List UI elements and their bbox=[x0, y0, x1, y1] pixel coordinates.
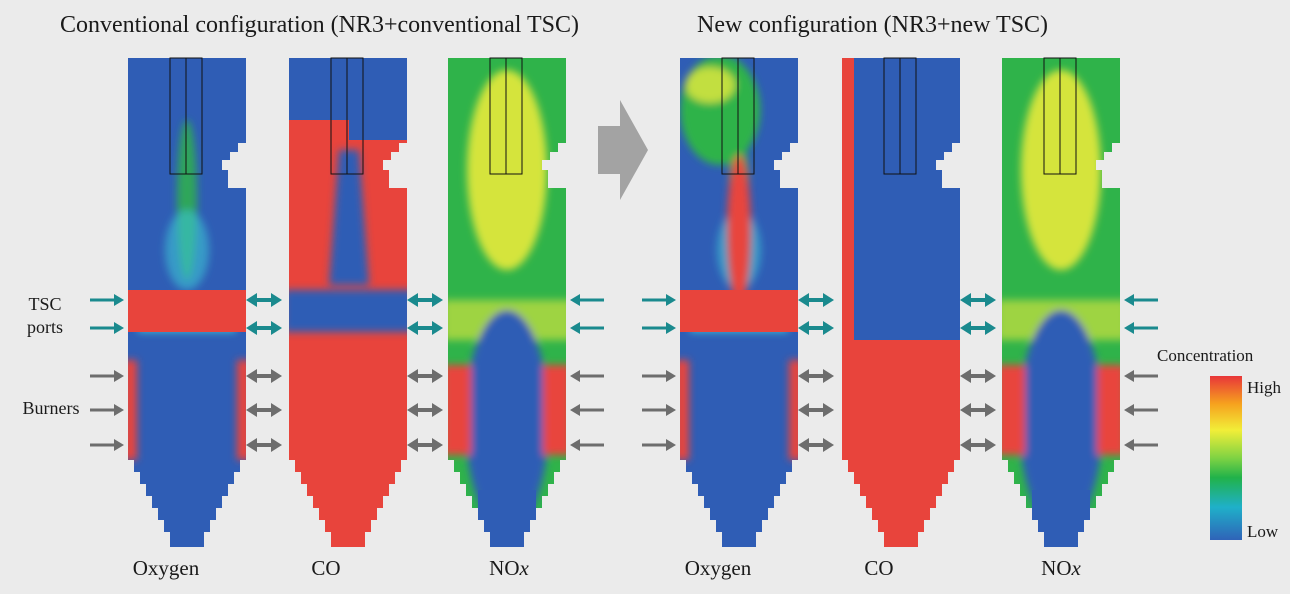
panel-label-nox-conv: NOx bbox=[489, 556, 529, 580]
burner-arrow-double-conv-a2 bbox=[246, 438, 257, 452]
burner-arrow-out-conv-0-head bbox=[570, 370, 580, 382]
tsc-arrow-double-conv-b0 bbox=[407, 293, 418, 307]
burner-arrow-double-new-b1 bbox=[960, 403, 971, 417]
burner-arrow-double-conv-a1 bbox=[246, 403, 257, 417]
contour-panel-conventional-co bbox=[289, 57, 407, 547]
tsc-arrow-in-new-0-head bbox=[666, 294, 676, 306]
burner-arrow-in-conv-0-head bbox=[114, 370, 124, 382]
tsc-arrow-out-conv-1-head bbox=[570, 322, 580, 334]
tsc-arrow-in-conv-0-head bbox=[114, 294, 124, 306]
tsc-label-line2: ports bbox=[27, 317, 63, 337]
contour-panel-new-co bbox=[842, 57, 960, 547]
burner-arrow-double-conv-a0 bbox=[246, 369, 257, 383]
tsc-label-line1: TSC bbox=[28, 294, 62, 314]
tsc-arrow-double-new-a0 bbox=[798, 293, 809, 307]
contour-panel-conventional-nox bbox=[448, 57, 566, 547]
panel-label-co-new: CO bbox=[864, 556, 894, 580]
colorbar bbox=[1210, 376, 1242, 540]
tsc-arrow-double-new-b0 bbox=[960, 293, 971, 307]
colorbar-low: Low bbox=[1247, 522, 1279, 541]
burner-arrow-in-conv-1-head bbox=[114, 404, 124, 416]
contour-panel-conventional-oxygen bbox=[128, 57, 246, 547]
burner-arrow-double-conv-b2 bbox=[407, 438, 418, 452]
burner-arrow-double-conv-b0 bbox=[407, 369, 418, 383]
colorbar-high: High bbox=[1247, 378, 1281, 397]
tsc-arrow-double-conv-b1 bbox=[407, 321, 418, 335]
panel-label-co-conv: CO bbox=[311, 556, 341, 580]
burner-arrow-in-conv-2-head bbox=[114, 439, 124, 451]
tsc-arrow-double-new-a1 bbox=[798, 321, 809, 335]
tsc-arrow-out-new-0-head bbox=[1124, 294, 1134, 306]
tsc-arrow-out-new-1-head bbox=[1124, 322, 1134, 334]
contour-panel-new-nox bbox=[1002, 57, 1120, 547]
burner-arrow-in-new-1-head bbox=[666, 404, 676, 416]
panel-label-nox-new: NOx bbox=[1041, 556, 1081, 580]
burner-arrow-double-new-a0 bbox=[798, 369, 809, 383]
transition-arrow bbox=[598, 100, 648, 200]
burner-arrow-out-conv-1-head bbox=[570, 404, 580, 416]
title-conventional: Conventional configuration (NR3+conventi… bbox=[60, 12, 580, 38]
contour-panel-new-oxygen bbox=[680, 57, 798, 547]
tsc-arrow-in-conv-1-head bbox=[114, 322, 124, 334]
burners-label: Burners bbox=[22, 398, 80, 418]
tsc-arrow-in-new-1-head bbox=[666, 322, 676, 334]
burner-arrow-out-new-2-head bbox=[1124, 439, 1134, 451]
tsc-arrow-double-conv-a0 bbox=[246, 293, 257, 307]
burner-arrow-in-new-2-head bbox=[666, 439, 676, 451]
burner-arrow-double-new-a1 bbox=[798, 403, 809, 417]
burner-arrow-double-conv-b1 bbox=[407, 403, 418, 417]
burner-arrow-double-new-a2 bbox=[798, 438, 809, 452]
burner-arrow-in-new-0-head bbox=[666, 370, 676, 382]
title-new: New configuration (NR3+new TSC) bbox=[697, 12, 1049, 38]
burner-arrow-out-new-0-head bbox=[1124, 370, 1134, 382]
burner-arrow-out-new-1-head bbox=[1124, 404, 1134, 416]
colorbar-title: Concentration bbox=[1157, 346, 1254, 365]
burner-arrow-double-new-b2 bbox=[960, 438, 971, 452]
panel-label-oxygen-new: Oxygen bbox=[684, 556, 752, 580]
panel-label-oxygen-conv: Oxygen bbox=[132, 556, 200, 580]
tsc-arrow-double-conv-a1 bbox=[246, 321, 257, 335]
tsc-arrow-out-conv-0-head bbox=[570, 294, 580, 306]
burner-arrow-out-conv-2-head bbox=[570, 439, 580, 451]
tsc-arrow-double-new-b1 bbox=[960, 321, 971, 335]
burner-arrow-double-new-b0 bbox=[960, 369, 971, 383]
